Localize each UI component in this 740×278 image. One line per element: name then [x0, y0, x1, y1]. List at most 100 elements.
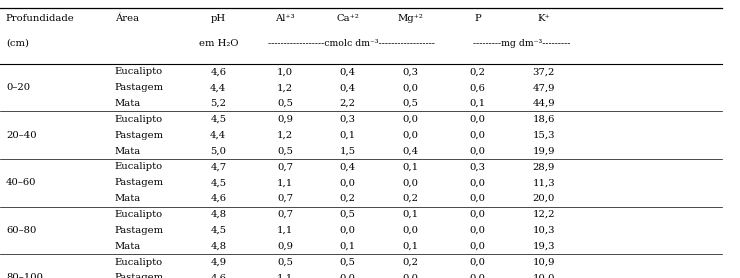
Text: 0,5: 0,5: [277, 257, 293, 267]
Text: 4,5: 4,5: [210, 115, 226, 124]
Text: 1,2: 1,2: [277, 131, 293, 140]
Text: K⁺: K⁺: [537, 14, 551, 23]
Text: 44,9: 44,9: [533, 99, 555, 108]
Text: 40–60: 40–60: [6, 178, 36, 187]
Text: 10,0: 10,0: [533, 273, 555, 278]
Text: 0,0: 0,0: [469, 115, 485, 124]
Text: 19,3: 19,3: [533, 242, 555, 251]
Text: 1,5: 1,5: [340, 147, 356, 156]
Text: 0,3: 0,3: [340, 115, 356, 124]
Text: 2,2: 2,2: [340, 99, 356, 108]
Text: 0,0: 0,0: [469, 210, 485, 219]
Text: Eucalipto: Eucalipto: [115, 67, 163, 76]
Text: 0,4: 0,4: [340, 67, 356, 76]
Text: 1,1: 1,1: [277, 226, 293, 235]
Text: 4,5: 4,5: [210, 226, 226, 235]
Text: Al⁺³: Al⁺³: [275, 14, 295, 23]
Text: Mata: Mata: [115, 147, 141, 156]
Text: 0,0: 0,0: [469, 273, 485, 278]
Text: em H₂O: em H₂O: [198, 39, 238, 48]
Text: 1,1: 1,1: [277, 178, 293, 187]
Text: 0,0: 0,0: [403, 131, 419, 140]
Text: 47,9: 47,9: [533, 83, 555, 92]
Text: 0,7: 0,7: [277, 194, 293, 203]
Text: 0,2: 0,2: [340, 194, 356, 203]
Text: 0,0: 0,0: [469, 257, 485, 267]
Text: Ca⁺²: Ca⁺²: [337, 14, 359, 23]
Text: 0,5: 0,5: [340, 257, 356, 267]
Text: Pastagem: Pastagem: [115, 83, 164, 92]
Text: 20–40: 20–40: [6, 131, 36, 140]
Text: Pastagem: Pastagem: [115, 226, 164, 235]
Text: 60–80: 60–80: [6, 226, 36, 235]
Text: 0,0: 0,0: [403, 115, 419, 124]
Text: Mata: Mata: [115, 194, 141, 203]
Text: 4,8: 4,8: [210, 242, 226, 251]
Text: Área: Área: [115, 14, 139, 23]
Text: 15,3: 15,3: [533, 131, 555, 140]
Text: P: P: [474, 14, 481, 23]
Text: 0,4: 0,4: [340, 83, 356, 92]
Text: 0,1: 0,1: [340, 131, 356, 140]
Text: Profundidade: Profundidade: [6, 14, 75, 23]
Text: 0,0: 0,0: [469, 131, 485, 140]
Text: 0,3: 0,3: [469, 162, 485, 172]
Text: 4,6: 4,6: [210, 194, 226, 203]
Text: 4,9: 4,9: [210, 257, 226, 267]
Text: 0,0: 0,0: [469, 147, 485, 156]
Text: 1,1: 1,1: [277, 273, 293, 278]
Text: 0–20: 0–20: [6, 83, 30, 92]
Text: 0,6: 0,6: [469, 83, 485, 92]
Text: 80–100: 80–100: [6, 273, 43, 278]
Text: Pastagem: Pastagem: [115, 131, 164, 140]
Text: Mata: Mata: [115, 99, 141, 108]
Text: 1,0: 1,0: [277, 67, 293, 76]
Text: 0,0: 0,0: [469, 194, 485, 203]
Text: 0,0: 0,0: [469, 226, 485, 235]
Text: Eucalipto: Eucalipto: [115, 115, 163, 124]
Text: 0,1: 0,1: [340, 242, 356, 251]
Text: 37,2: 37,2: [533, 67, 555, 76]
Text: 12,2: 12,2: [533, 210, 555, 219]
Text: 0,0: 0,0: [469, 178, 485, 187]
Text: 0,0: 0,0: [340, 273, 356, 278]
Text: 0,3: 0,3: [403, 67, 419, 76]
Text: 28,9: 28,9: [533, 162, 555, 172]
Text: ---------mg dm⁻³---------: ---------mg dm⁻³---------: [473, 39, 571, 48]
Text: Mata: Mata: [115, 242, 141, 251]
Text: 0,4: 0,4: [403, 147, 419, 156]
Text: Mg⁺²: Mg⁺²: [398, 14, 423, 23]
Text: 5,0: 5,0: [210, 147, 226, 156]
Text: 0,5: 0,5: [277, 99, 293, 108]
Text: 0,9: 0,9: [277, 115, 293, 124]
Text: 0,0: 0,0: [469, 242, 485, 251]
Text: 11,3: 11,3: [533, 178, 555, 187]
Text: Eucalipto: Eucalipto: [115, 210, 163, 219]
Text: (cm): (cm): [6, 39, 29, 48]
Text: 0,1: 0,1: [403, 242, 419, 251]
Text: 4,6: 4,6: [210, 273, 226, 278]
Text: 4,7: 4,7: [210, 162, 226, 172]
Text: 5,2: 5,2: [210, 99, 226, 108]
Text: 0,2: 0,2: [403, 257, 419, 267]
Text: Pastagem: Pastagem: [115, 273, 164, 278]
Text: 20,0: 20,0: [533, 194, 555, 203]
Text: 0,0: 0,0: [403, 226, 419, 235]
Text: 0,1: 0,1: [469, 99, 485, 108]
Text: 10,9: 10,9: [533, 257, 555, 267]
Text: 4,6: 4,6: [210, 67, 226, 76]
Text: 0,0: 0,0: [340, 178, 356, 187]
Text: 0,2: 0,2: [403, 194, 419, 203]
Text: 4,5: 4,5: [210, 178, 226, 187]
Text: 18,6: 18,6: [533, 115, 555, 124]
Text: 19,9: 19,9: [533, 147, 555, 156]
Text: 1,2: 1,2: [277, 83, 293, 92]
Text: 10,3: 10,3: [533, 226, 555, 235]
Text: 0,0: 0,0: [403, 273, 419, 278]
Text: 0,2: 0,2: [469, 67, 485, 76]
Text: Pastagem: Pastagem: [115, 178, 164, 187]
Text: 4,8: 4,8: [210, 210, 226, 219]
Text: ------------------cmolᴄ dm⁻³------------------: ------------------cmolᴄ dm⁻³------------…: [268, 39, 435, 48]
Text: 0,0: 0,0: [403, 178, 419, 187]
Text: 0,5: 0,5: [403, 99, 419, 108]
